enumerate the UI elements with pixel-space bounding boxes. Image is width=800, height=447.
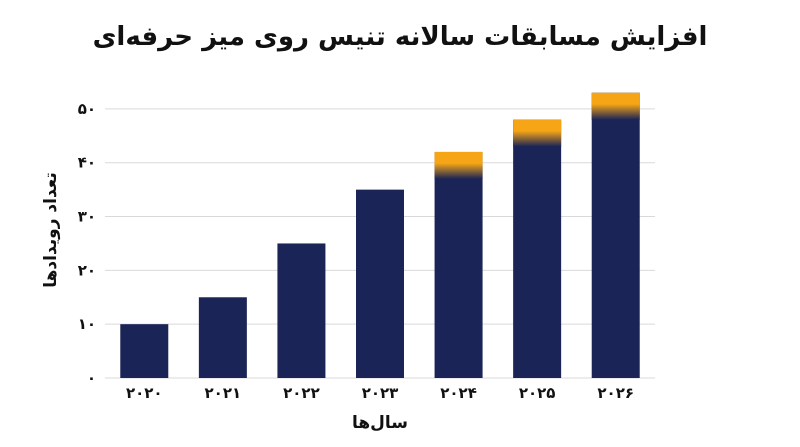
y-tick-label: ۲۰: [78, 261, 96, 279]
projected-segment: [434, 151, 483, 179]
x-tick-label: ۲۰۲۶: [597, 384, 634, 402]
bar: [591, 92, 640, 378]
x-tick-label: ۲۰۲۲: [283, 384, 320, 402]
bar: [434, 151, 483, 378]
y-tick-label: ۳۰: [78, 208, 96, 226]
x-tick-label: ۲۰۲۰: [126, 384, 163, 402]
chart-title: افزایش مسابقات سالانه تنیس روی میز حرفه‌…: [92, 22, 708, 52]
x-axis-label: سال‌ها: [352, 413, 408, 433]
bar: [356, 189, 404, 378]
x-tick-label: ۲۰۲۴: [440, 384, 477, 402]
projected-segment: [513, 119, 562, 147]
bar: [120, 324, 169, 378]
bar: [513, 119, 562, 378]
projected-segment: [591, 92, 640, 120]
y-tick-label: ۴۰: [78, 154, 96, 172]
y-tick-label: ۰: [87, 369, 96, 387]
y-tick-label: ۵۰: [78, 100, 96, 118]
x-tick-label: ۲۰۲۱: [205, 384, 242, 402]
bars: [120, 92, 640, 378]
y-tick-label: ۱۰: [78, 315, 96, 333]
bar: [277, 243, 326, 378]
x-tick-label: ۲۰۲۵: [519, 384, 556, 402]
x-tick-labels: ۲۰۲۰ ۲۰۲۱ ۲۰۲۲ ۲۰۲۳ ۲۰۲۴ ۲۰۲۵ ۲۰۲۶: [126, 384, 634, 402]
bar: [198, 297, 247, 378]
x-tick-label: ۲۰۲۳: [362, 384, 399, 402]
y-axis-label: تعداد رویدادها: [41, 172, 61, 288]
y-tick-labels: ۰ ۱۰ ۲۰ ۳۰ ۴۰ ۵۰: [78, 100, 96, 387]
